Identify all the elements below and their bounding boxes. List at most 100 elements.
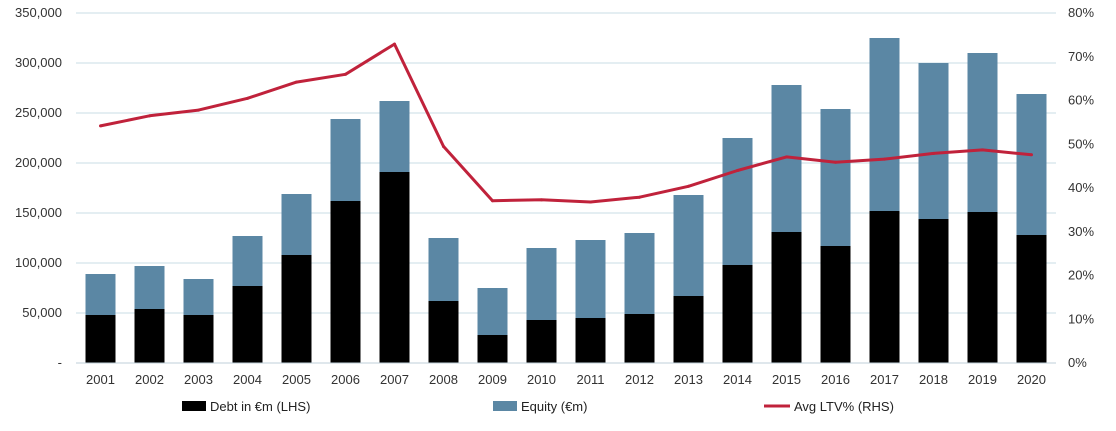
ltv-line <box>99 42 1033 204</box>
x-tick-label: 2002 <box>135 372 164 387</box>
equity-bar <box>673 195 704 296</box>
x-tick-label: 2001 <box>86 372 115 387</box>
ltv-point <box>981 148 984 152</box>
y-left-tick-label: - <box>58 355 62 370</box>
x-tick-label: 2009 <box>478 372 507 387</box>
ltv-point <box>246 96 249 100</box>
gridlines <box>76 12 1056 314</box>
debt-bar <box>183 315 214 363</box>
y-right-tick-label: 10% <box>1068 311 1094 326</box>
ltv-point <box>834 160 837 164</box>
x-tick-label: 2007 <box>380 372 409 387</box>
x-tick-label: 2012 <box>625 372 654 387</box>
equity-bar <box>281 194 312 255</box>
equity-bar <box>526 248 557 320</box>
equity-bar <box>477 288 508 335</box>
ltv-point <box>393 42 396 46</box>
x-tick-label: 2016 <box>821 372 850 387</box>
ltv-point <box>785 155 788 159</box>
ltv-point <box>197 108 200 112</box>
equity-bar <box>85 274 116 315</box>
y-right-tick-label: 50% <box>1068 136 1094 151</box>
ltv-point <box>932 151 935 155</box>
debt-bar <box>820 246 851 363</box>
x-tick-label: 2015 <box>772 372 801 387</box>
x-tick-label: 2005 <box>282 372 311 387</box>
debt-bar <box>1016 235 1047 363</box>
debt-bar <box>428 301 459 363</box>
ltv-point <box>589 200 592 204</box>
ltv-point <box>295 80 298 84</box>
x-tick-label: 2019 <box>968 372 997 387</box>
y-right-tick-label: 40% <box>1068 180 1094 195</box>
y-left-tick-label: 300,000 <box>15 55 62 70</box>
debt-bar <box>477 335 508 363</box>
equity-bar <box>967 53 998 212</box>
equity-bar <box>183 279 214 315</box>
equity-bar <box>428 238 459 301</box>
equity-bar <box>379 101 410 172</box>
legend-swatch-debt <box>182 401 206 411</box>
debt-bar <box>526 320 557 363</box>
y-left-tick-label: 350,000 <box>15 5 62 20</box>
equity-bar <box>820 109 851 246</box>
ltv-point <box>344 72 347 76</box>
x-tick-label: 2011 <box>577 372 605 387</box>
x-tick-label: 2020 <box>1017 372 1046 387</box>
debt-bar <box>967 212 998 363</box>
debt-bar <box>134 309 165 363</box>
ltv-point <box>540 198 543 202</box>
equity-bar <box>624 233 655 314</box>
ltv-point <box>687 184 690 188</box>
debt-bar <box>575 318 606 363</box>
ltv-point <box>491 199 494 203</box>
debt-bar <box>232 286 263 363</box>
x-tick-label: 2018 <box>919 372 948 387</box>
y-left-tick-label: 100,000 <box>15 255 62 270</box>
equity-bar <box>1016 94 1047 235</box>
legend-label-debt: Debt in €m (LHS) <box>210 399 310 414</box>
equity-bar <box>330 119 361 201</box>
debt-bar <box>869 211 900 363</box>
equity-bar <box>722 138 753 265</box>
debt-bar <box>918 219 949 363</box>
x-tick-label: 2004 <box>233 372 262 387</box>
debt-bar <box>281 255 312 363</box>
legend-label-ltv: Avg LTV% (RHS) <box>794 399 894 414</box>
legend-label-equity: Equity (€m) <box>521 399 587 414</box>
x-tick-label: 2017 <box>870 372 899 387</box>
y-left-tick-label: 250,000 <box>15 105 62 120</box>
equity-bar <box>918 63 949 219</box>
axes: - 50,000 100,000 150,000 200,000 250,000 300,0… <box>15 5 1094 387</box>
equity-bar <box>232 236 263 286</box>
ltv-point <box>638 195 641 199</box>
equity-bar <box>575 240 606 318</box>
ltv-point <box>99 124 102 128</box>
x-tick-label: 2006 <box>331 372 360 387</box>
y-left-tick-label: 50,000 <box>22 305 62 320</box>
y-right-tick-label: 70% <box>1068 49 1094 64</box>
legend: Debt in €m (LHS) Equity (€m) Avg LTV% (RHS… <box>182 399 894 414</box>
debt-bar <box>771 232 802 363</box>
x-tick-label: 2008 <box>429 372 458 387</box>
y-right-tick-label: 20% <box>1068 268 1094 283</box>
debt-bar <box>330 201 361 363</box>
y-left-tick-label: 200,000 <box>15 155 62 170</box>
x-tick-label: 2013 <box>674 372 703 387</box>
x-tick-label: 2014 <box>723 372 752 387</box>
equity-bar <box>134 266 165 309</box>
legend-swatch-equity <box>493 401 517 411</box>
ltv-point <box>442 144 445 148</box>
debt-bar <box>379 172 410 363</box>
y-right-tick-label: 60% <box>1068 93 1094 108</box>
debt-bar <box>85 315 116 363</box>
x-tick-label: 2003 <box>184 372 213 387</box>
bars <box>85 38 1047 363</box>
ltv-point <box>736 169 739 172</box>
ltv-line-path <box>100 42 1032 204</box>
debt-bar <box>673 296 704 363</box>
ltv-point <box>148 114 151 118</box>
ltv-point <box>883 157 886 161</box>
y-left-tick-label: 150,000 <box>15 205 62 220</box>
